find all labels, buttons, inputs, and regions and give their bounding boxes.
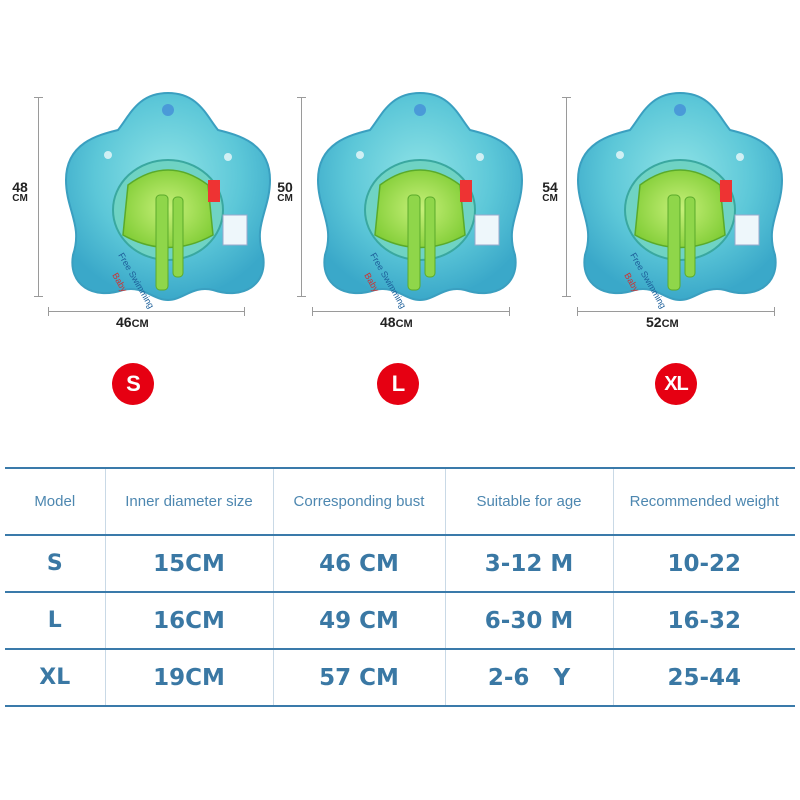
height-label: 54 CM	[535, 180, 565, 204]
width-dimension-line	[312, 307, 510, 316]
width-number: 46	[116, 314, 132, 330]
height-number: 50	[277, 179, 293, 195]
cell-bust: 46 CM	[272, 534, 445, 593]
cell-inner-diameter: 19CM	[104, 648, 273, 707]
header-weight: Recommended weight	[612, 467, 795, 536]
cell-age: 6-30 M	[444, 591, 613, 650]
width-label: 46CM	[112, 314, 153, 330]
cell-model: L	[5, 591, 105, 650]
header-age: Suitable for age	[444, 467, 613, 536]
cell-weight: 16-32	[612, 591, 795, 650]
size-chart-table: Model Inner diameter size Corresponding …	[5, 467, 795, 707]
width-dimension-line	[577, 307, 775, 316]
width-number: 48	[380, 314, 396, 330]
width-unit: CM	[395, 318, 413, 330]
float-image-l: Free Swimming Baby	[317, 92, 523, 310]
header-inner-diameter: Inner diameter size	[104, 467, 273, 536]
cell-bust: 57 CM	[272, 648, 445, 707]
height-dimension-line	[297, 97, 306, 297]
cell-weight: 10-22	[612, 534, 795, 593]
height-unit: CM	[277, 193, 293, 204]
width-number: 52	[646, 314, 662, 330]
width-label: 48CM	[376, 314, 417, 330]
table-header-row: Model Inner diameter size Corresponding …	[5, 467, 795, 536]
cell-age: 2-6 Y	[444, 648, 613, 707]
height-number: 54	[542, 179, 558, 195]
cell-age: 3-12 M	[444, 534, 613, 593]
size-badge-l: L	[377, 363, 419, 405]
cell-bust: 49 CM	[272, 591, 445, 650]
table-row: XL 19CM 57 CM 2-6 Y 25-44	[5, 648, 795, 707]
width-label: 52CM	[642, 314, 683, 330]
table-row: S 15CM 46 CM 3-12 M 10-22	[5, 534, 795, 593]
height-label: 50 CM	[270, 180, 300, 204]
height-label: 48 CM	[5, 180, 35, 204]
cell-weight: 25-44	[612, 648, 795, 707]
width-unit: CM	[661, 318, 679, 330]
height-dimension-line	[34, 97, 43, 297]
header-bust: Corresponding bust	[272, 467, 445, 536]
cell-inner-diameter: 15CM	[104, 534, 273, 593]
height-unit: CM	[12, 193, 28, 204]
size-badge-s: S	[112, 363, 154, 405]
cell-inner-diameter: 16CM	[104, 591, 273, 650]
header-model: Model	[5, 467, 105, 536]
float-image-s: Free Swimming Baby	[65, 92, 271, 310]
float-image-xl: Free Swimming Baby	[577, 92, 783, 310]
width-unit: CM	[131, 318, 149, 330]
cell-model: S	[5, 534, 105, 593]
height-unit: CM	[542, 193, 558, 204]
size-badge-xl: XL	[655, 363, 697, 405]
height-dimension-line	[562, 97, 571, 297]
width-dimension-line	[48, 307, 245, 316]
height-number: 48	[12, 179, 28, 195]
cell-model: XL	[5, 648, 105, 707]
table-row: L 16CM 49 CM 6-30 M 16-32	[5, 591, 795, 650]
